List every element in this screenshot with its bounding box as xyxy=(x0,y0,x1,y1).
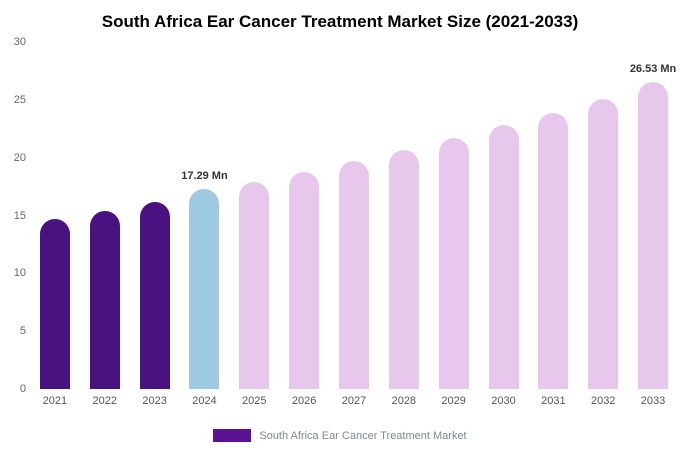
x-axis-label: 2032 xyxy=(590,395,616,407)
bar-2028 xyxy=(388,149,419,389)
bar-value-label: 17.29 Mn xyxy=(181,170,228,183)
bar-2032 xyxy=(588,98,619,389)
y-tick-label: 15 xyxy=(13,209,26,222)
y-tick-label: 25 xyxy=(13,93,26,106)
x-axis-label: 2028 xyxy=(391,395,417,407)
bar-column: 2031 xyxy=(528,42,578,407)
bar-2031 xyxy=(538,112,569,389)
bar-column: 2029 xyxy=(429,42,479,407)
bar-column: 2022 xyxy=(80,42,130,407)
bar-2021 xyxy=(39,218,70,389)
bar-column: 2026 xyxy=(279,42,329,407)
bar-column: 26.53 Mn 2033 xyxy=(628,42,678,407)
x-axis-label: 2030 xyxy=(491,395,516,407)
bar-column: 2032 xyxy=(578,42,628,407)
y-tick-label: 0 xyxy=(19,383,26,395)
y-tick-label: 30 xyxy=(13,36,26,48)
x-axis-label: 2033 xyxy=(640,395,666,407)
bar-2022 xyxy=(89,210,120,389)
bar-2026 xyxy=(289,171,320,389)
bar-value-label: 26.53 Mn xyxy=(629,63,677,76)
x-axis-label: 2027 xyxy=(341,395,367,407)
x-axis-label: 2024 xyxy=(192,395,217,407)
bar-2025 xyxy=(239,181,270,389)
bar-chart: 0 5 10 15 20 25 30 2021 2022 2023 17.29 Mn 2024 202… xyxy=(6,36,678,407)
bar-2029 xyxy=(438,138,469,389)
x-axis-label: 2031 xyxy=(541,395,566,407)
x-axis-label: 2022 xyxy=(92,395,117,407)
x-axis-label: 2029 xyxy=(441,395,466,407)
legend-label: South Africa Ear Cancer Treatment Market xyxy=(259,429,467,442)
bar-column: 2025 xyxy=(229,42,279,407)
x-axis-label: 2026 xyxy=(291,395,317,407)
y-tick-label: 20 xyxy=(13,151,26,164)
y-tick-label: 10 xyxy=(13,267,26,280)
bar-2024 xyxy=(189,189,220,389)
bar-2033 xyxy=(638,82,669,389)
chart-title: South Africa Ear Cancer Treatment Market… xyxy=(101,12,579,31)
bar-2030 xyxy=(488,125,519,389)
bar-column: 2030 xyxy=(479,42,529,407)
plot-area: 2021 2022 2023 17.29 Mn 2024 2025 2026 2027 2028… xyxy=(30,42,678,407)
bar-2027 xyxy=(338,161,369,389)
bar-column: 2027 xyxy=(329,42,379,407)
bar-2023 xyxy=(139,201,170,389)
bar-column: 2021 xyxy=(30,42,80,407)
x-axis-label: 2023 xyxy=(142,395,167,407)
legend-swatch xyxy=(213,429,252,442)
bar-column: 2023 xyxy=(130,42,180,407)
y-axis: 0 5 10 15 20 25 30 xyxy=(6,36,28,395)
y-tick-label: 5 xyxy=(19,325,26,338)
x-axis-label: 2021 xyxy=(42,395,68,407)
bar-column: 2028 xyxy=(379,42,429,407)
legend: South Africa Ear Cancer Treatment Market xyxy=(0,429,680,442)
x-axis-label: 2025 xyxy=(242,395,267,407)
bar-column: 17.29 Mn 2024 xyxy=(180,42,230,407)
